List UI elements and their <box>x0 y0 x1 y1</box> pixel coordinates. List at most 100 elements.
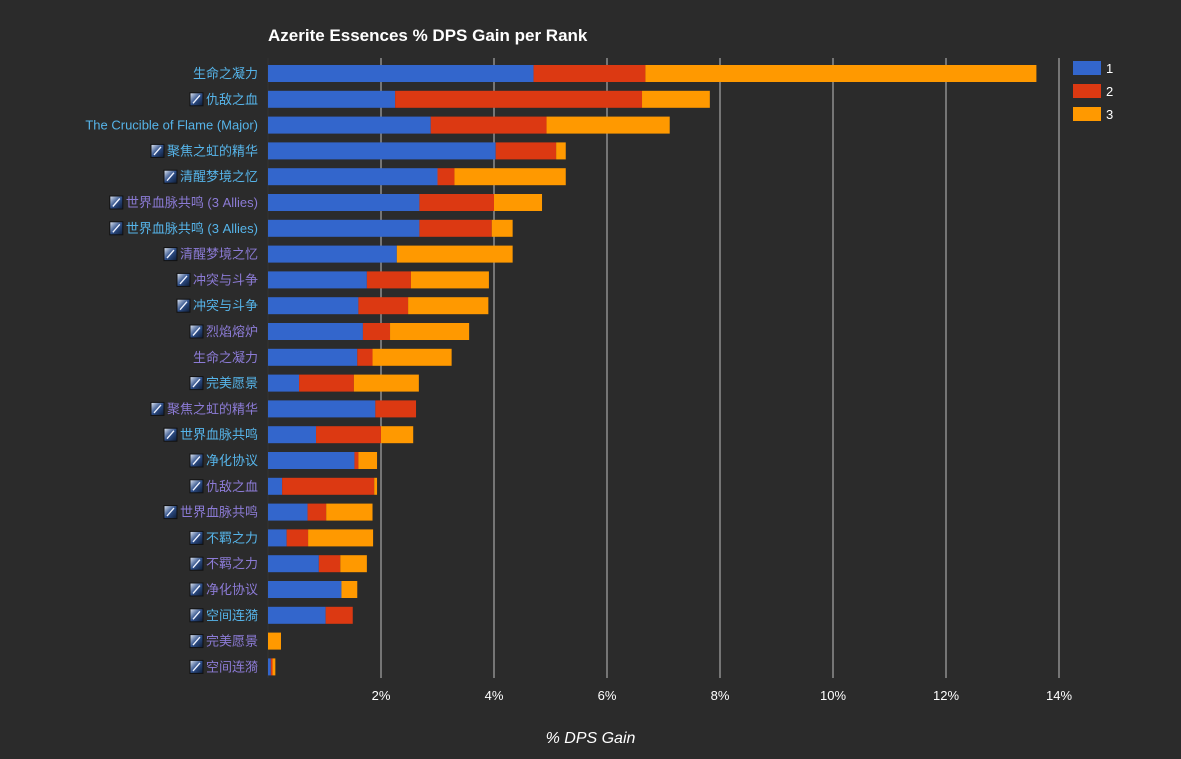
bar-rank-2[interactable] <box>354 452 359 469</box>
bar-rank-2[interactable] <box>375 400 417 418</box>
bar-rank-3[interactable] <box>308 529 374 547</box>
legend-label-2[interactable]: 2 <box>1106 84 1113 99</box>
bar-rank-1[interactable] <box>268 606 326 624</box>
bar-rank-2[interactable] <box>325 606 353 624</box>
bar-rank-1[interactable] <box>268 529 287 547</box>
category-label: 清醒梦境之忆 <box>180 247 258 262</box>
category-label: The Crucible of Flame (Major) <box>85 118 258 133</box>
bar-rank-3[interactable] <box>353 374 419 392</box>
bar-rank-3[interactable] <box>645 65 1037 82</box>
category-label: 冲突与斗争 <box>193 298 258 313</box>
bar-rank-1[interactable] <box>268 116 431 134</box>
legend-label-1[interactable]: 1 <box>1106 61 1113 76</box>
vision-of-perfection-icon <box>189 634 204 649</box>
bar-rank-1[interactable] <box>268 245 397 263</box>
bar-rank-2[interactable] <box>286 529 309 547</box>
bar-rank-2[interactable] <box>316 426 381 444</box>
x-tick-label: 10% <box>820 688 846 703</box>
bar-rank-2[interactable] <box>357 348 373 366</box>
bar-rank-1[interactable] <box>268 271 367 289</box>
bar-rank-1[interactable] <box>268 90 396 108</box>
bar-rank-1[interactable] <box>268 452 355 469</box>
bar-rank-3[interactable] <box>372 348 452 366</box>
bar-rank-1[interactable] <box>268 323 363 340</box>
legend-swatch-1[interactable] <box>1073 61 1101 75</box>
bar-rank-3[interactable] <box>374 477 378 495</box>
bar-rank-1[interactable] <box>268 374 300 392</box>
category-label: 聚焦之虹的精华 <box>167 401 258 416</box>
bar-rank-1[interactable] <box>268 142 496 160</box>
memory-of-lucid-dreams-icon <box>163 247 178 262</box>
bar-rank-3[interactable] <box>410 271 489 289</box>
bar-rank-3[interactable] <box>341 581 358 598</box>
bar-rank-1[interactable] <box>268 219 420 237</box>
x-tick-label: 14% <box>1046 688 1072 703</box>
category-label: 净化协议 <box>206 582 258 597</box>
unbound-force-icon <box>189 556 204 571</box>
bar-rank-2[interactable] <box>430 116 547 134</box>
bar-rank-1[interactable] <box>268 65 534 82</box>
category-label: 冲突与斗争 <box>193 272 258 287</box>
x-axis-title: % DPS Gain <box>545 730 636 747</box>
bar-rank-1[interactable] <box>268 555 319 573</box>
bar-rank-2[interactable] <box>419 219 492 237</box>
category-label: 不羁之力 <box>206 556 258 571</box>
bar-rank-2[interactable] <box>299 374 354 392</box>
bar-rank-1[interactable] <box>268 503 308 521</box>
bar-rank-1[interactable] <box>268 297 359 315</box>
bar-rank-1[interactable] <box>268 426 317 444</box>
bar-rank-3[interactable] <box>396 245 513 263</box>
bar-rank-3[interactable] <box>408 297 489 315</box>
bar-rank-3[interactable] <box>642 90 710 108</box>
bar-rank-2[interactable] <box>533 65 646 82</box>
category-label: 空间连漪 <box>206 608 258 623</box>
legend-swatch-2[interactable] <box>1073 84 1101 98</box>
crucible-of-flame-icon <box>189 324 204 339</box>
bar-rank-2[interactable] <box>307 503 327 521</box>
bar-rank-2[interactable] <box>437 168 455 186</box>
legend-swatch-3[interactable] <box>1073 107 1101 121</box>
bar-rank-2[interactable] <box>282 477 375 495</box>
bar-rank-2[interactable] <box>358 297 409 315</box>
bar-rank-3[interactable] <box>390 323 470 340</box>
bar-rank-2[interactable] <box>366 271 411 289</box>
bar-rank-3[interactable] <box>326 503 373 521</box>
bars <box>268 65 1037 676</box>
bar-rank-3[interactable] <box>454 168 566 186</box>
purification-protocol-icon <box>189 582 204 597</box>
bar-rank-3[interactable] <box>268 632 281 650</box>
bar-rank-3[interactable] <box>491 219 513 237</box>
x-tick-label: 12% <box>933 688 959 703</box>
bar-rank-1[interactable] <box>268 477 283 495</box>
gridlines <box>267 58 1060 678</box>
bar-rank-1[interactable] <box>268 348 358 366</box>
bar-rank-3[interactable] <box>494 194 543 211</box>
x-tick-label: 2% <box>372 688 391 703</box>
x-tick-label: 6% <box>598 688 617 703</box>
bar-rank-2[interactable] <box>395 90 643 108</box>
bar-rank-3[interactable] <box>358 452 378 469</box>
bar-rank-2[interactable] <box>362 323 391 340</box>
bar-rank-1[interactable] <box>268 194 420 211</box>
bar-rank-1[interactable] <box>268 658 271 676</box>
bar-rank-3[interactable] <box>381 426 414 444</box>
bar-rank-1[interactable] <box>268 400 376 418</box>
category-label: 完美愿景 <box>206 376 258 391</box>
bar-rank-1[interactable] <box>268 581 342 598</box>
legend-label-3[interactable]: 3 <box>1106 107 1113 122</box>
category-label: 生命之凝力 <box>193 350 258 365</box>
purification-protocol-icon <box>189 453 204 468</box>
bar-rank-2[interactable] <box>318 555 341 573</box>
bar-rank-3[interactable] <box>272 658 276 676</box>
category-label: 烈焰熔炉 <box>206 324 258 339</box>
bar-rank-1[interactable] <box>268 168 438 186</box>
bar-rank-3[interactable] <box>556 142 566 160</box>
bar-rank-2[interactable] <box>270 658 273 676</box>
bar-rank-3[interactable] <box>340 555 367 573</box>
bar-rank-2[interactable] <box>419 194 494 211</box>
vision-of-perfection-icon <box>189 376 204 391</box>
bar-rank-2[interactable] <box>495 142 557 160</box>
bar-rank-3[interactable] <box>546 116 670 134</box>
category-label: 聚焦之虹的精华 <box>167 143 258 158</box>
